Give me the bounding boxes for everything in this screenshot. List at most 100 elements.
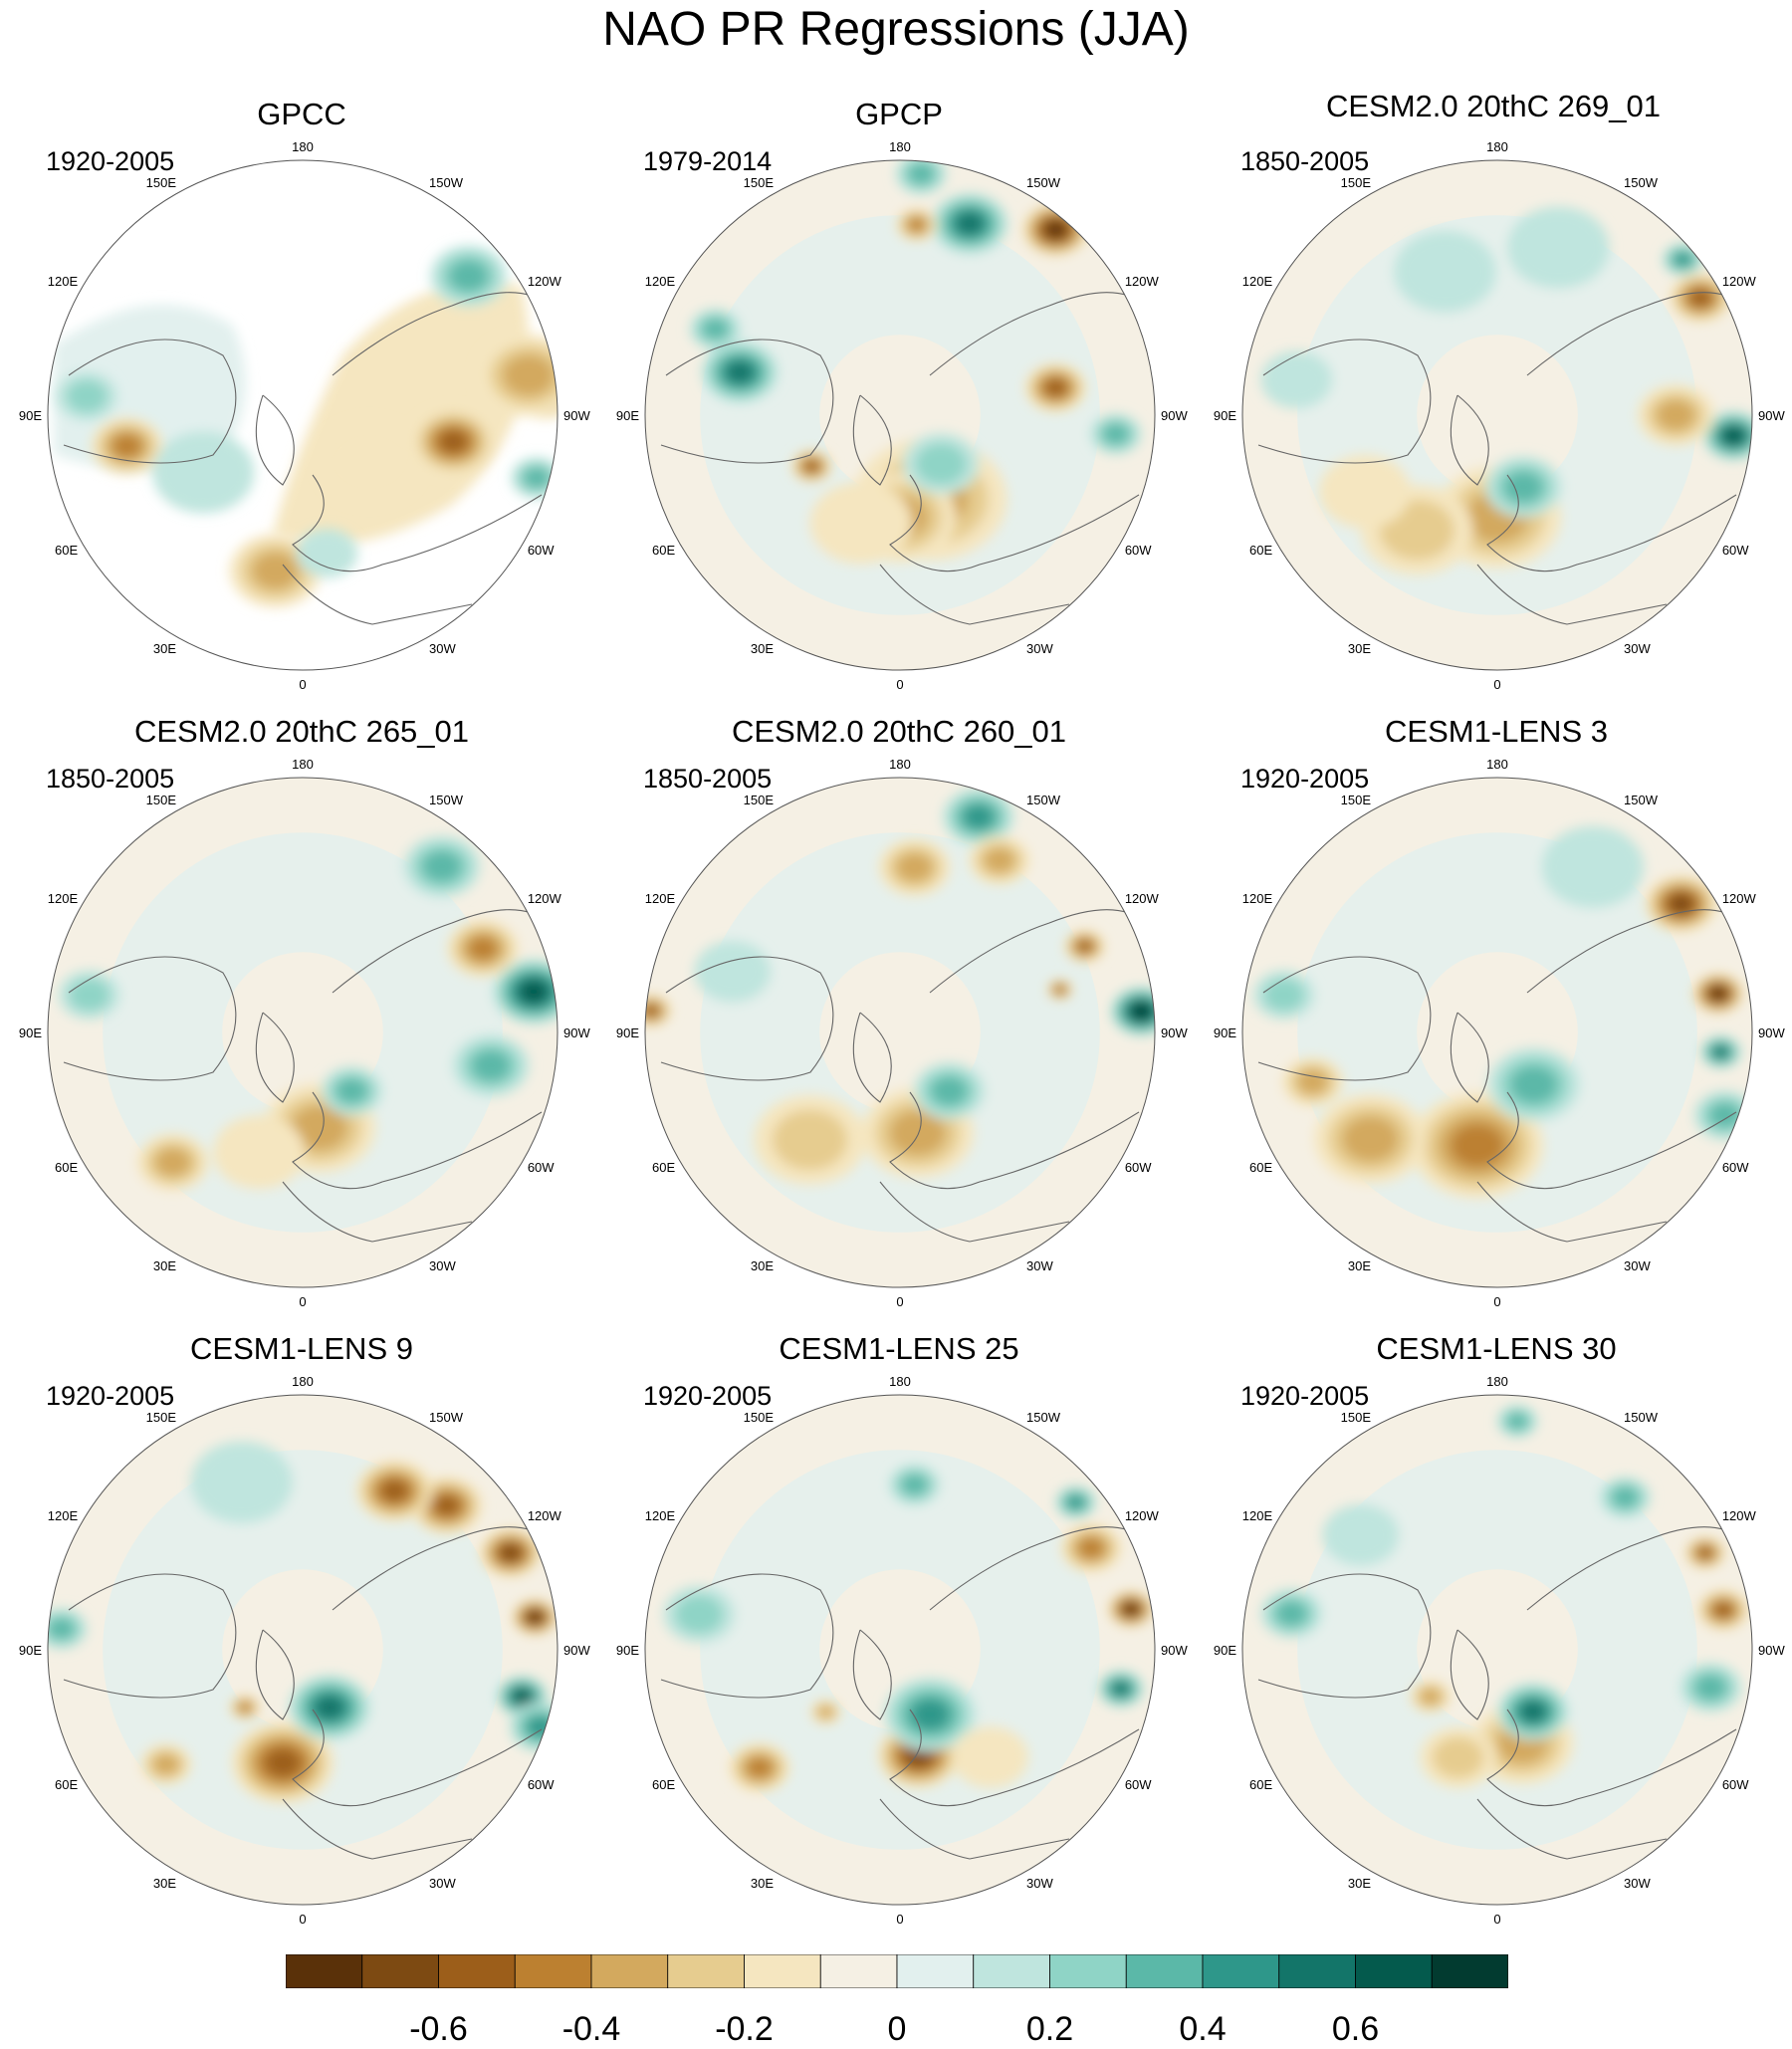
panel-title: GPCC	[257, 97, 346, 131]
longitude-label: 60E	[652, 543, 675, 558]
longitude-label: 150E	[744, 793, 775, 807]
contour-blob	[952, 1726, 1028, 1788]
longitude-label: 150W	[429, 175, 464, 190]
contour-blob	[1711, 988, 1725, 1000]
contour-blob	[675, 1595, 724, 1634]
coastline	[852, 1629, 892, 1720]
longitude-label: 60W	[528, 1160, 555, 1175]
coastline	[660, 1573, 834, 1699]
contour-blob	[503, 354, 555, 396]
longitude-label: 120E	[48, 1508, 79, 1523]
contour-blob	[522, 982, 546, 1002]
contour-blob	[1342, 1116, 1399, 1162]
longitude-label: 90E	[616, 1643, 639, 1658]
contour-blob	[1689, 290, 1711, 307]
longitude-label: 180	[889, 1374, 911, 1389]
panel-period: 1920-2005	[46, 146, 175, 176]
contour-blob	[1507, 206, 1610, 289]
longitude-label: 180	[292, 1374, 314, 1389]
longitude-label: 60E	[652, 1777, 675, 1792]
contour-blob	[908, 163, 934, 184]
coastline	[889, 474, 1140, 572]
contour-blob	[449, 260, 488, 292]
panel-title: CESM2.0 20thC 260_01	[731, 714, 1067, 749]
contour-blob	[901, 1474, 928, 1495]
map-panel: CESM1-LENS 25 1920-2005 180 150E 120E 90E 60E 3…	[597, 1329, 1195, 1946]
map-boundary	[644, 1394, 1156, 1906]
contour-blob	[528, 1716, 553, 1737]
longitude-label: 30E	[153, 1258, 176, 1273]
longitude-label: 120W	[528, 891, 562, 906]
coastline	[889, 1708, 1140, 1807]
longitude-label: 60E	[55, 1777, 78, 1792]
longitude-label: 150W	[1026, 1410, 1061, 1425]
coastline	[282, 564, 473, 625]
colorbar-tick-label: -0.4	[561, 2010, 621, 2048]
contour-blob	[152, 431, 255, 514]
longitude-label: 120W	[1125, 1508, 1160, 1523]
contour-blob	[515, 1690, 530, 1703]
contour-blob	[1724, 428, 1742, 443]
polar-map: 180 150E 120E 90E 60E 30E 0 30W 60W 90W 120W 150W	[616, 1374, 1189, 1927]
contour-blob	[154, 1147, 191, 1177]
longitude-label: 180	[1486, 139, 1508, 154]
contour-blob	[291, 1105, 348, 1151]
panel-period: 1920-2005	[643, 1381, 773, 1411]
colorbar-swatch	[514, 1954, 592, 1988]
map-panel: CESM1-LENS 30 1920-2005 180 150E 120E 90E 60E 3…	[1195, 1329, 1792, 1946]
coastline	[852, 394, 892, 486]
longitude-label: 60E	[1249, 543, 1272, 558]
contour-blob	[1657, 399, 1695, 431]
longitude-label: 90W	[1758, 1643, 1785, 1658]
longitude-label: 120E	[645, 891, 676, 906]
coastline	[1486, 474, 1737, 572]
longitude-label: 60E	[55, 1160, 78, 1175]
contour-blob	[252, 552, 299, 589]
contour-blob	[1125, 1604, 1137, 1614]
longitude-label: 60E	[652, 1160, 675, 1175]
polar-map: 180 150E 120E 90E 60E 30E 0 30W 60W 90W 120W 150W	[19, 1374, 591, 1927]
longitude-label: 90W	[1161, 408, 1188, 423]
contour-blob	[316, 1697, 343, 1718]
longitude-label: 30E	[153, 641, 176, 656]
coastline	[879, 1798, 1070, 1860]
longitude-label: 120E	[645, 1508, 676, 1523]
map-panel: CESM2.0 20thC 269_01 1850-2005 180 150E 120E…	[1195, 89, 1792, 712]
map-boundary	[644, 777, 1156, 1288]
colorbar-swatch	[1278, 1954, 1356, 1988]
coastline	[63, 956, 237, 1081]
zonal-band	[1297, 1450, 1697, 1850]
map-panel: CESM1-LENS 9 1920-2005 180 150E 120E 90E 60E 30…	[0, 1329, 597, 1946]
colorbar-swatch	[744, 1954, 821, 1988]
contour-blob	[238, 1703, 252, 1712]
map-panel: GPCC 1920-2005 180 150E 120E 90E 60E 30E 0 30W 60W…	[0, 95, 597, 712]
longitude-label: 120W	[1125, 891, 1160, 906]
contour-blob	[336, 1078, 367, 1104]
colorbar-tick-label: -0.6	[409, 2010, 468, 2048]
longitude-label: 150E	[1341, 1410, 1372, 1425]
contour-blob	[1322, 1504, 1400, 1566]
contour-blob	[931, 1076, 968, 1106]
contour-blob	[817, 1706, 834, 1718]
longitude-label: 150E	[1341, 793, 1372, 807]
longitude-label: 0	[299, 1912, 306, 1927]
longitude-label: 0	[1493, 1294, 1500, 1309]
longitude-label: 150E	[744, 175, 775, 190]
longitude-label: 120W	[528, 1508, 562, 1523]
contour-blob	[772, 1109, 848, 1170]
map-boundary	[644, 159, 1156, 671]
colorbar-swatch	[1049, 1954, 1127, 1988]
longitude-label: 60W	[1722, 543, 1749, 558]
contour-blob	[1102, 423, 1129, 445]
contour-blob	[66, 379, 108, 413]
polar-map: 180 150E 120E 90E 60E 30E 0 30W 60W 90W 120W 150W	[19, 139, 591, 692]
longitude-label: 120W	[1722, 1508, 1757, 1523]
coastline	[282, 1798, 473, 1860]
map-boundary	[47, 159, 559, 671]
longitude-label: 180	[1486, 1374, 1508, 1389]
contour-blob	[1067, 1495, 1084, 1509]
contour-blob	[296, 529, 358, 578]
longitude-label: 90E	[1214, 408, 1236, 423]
panel-title: GPCP	[855, 97, 943, 131]
contour-blob	[645, 1005, 658, 1017]
